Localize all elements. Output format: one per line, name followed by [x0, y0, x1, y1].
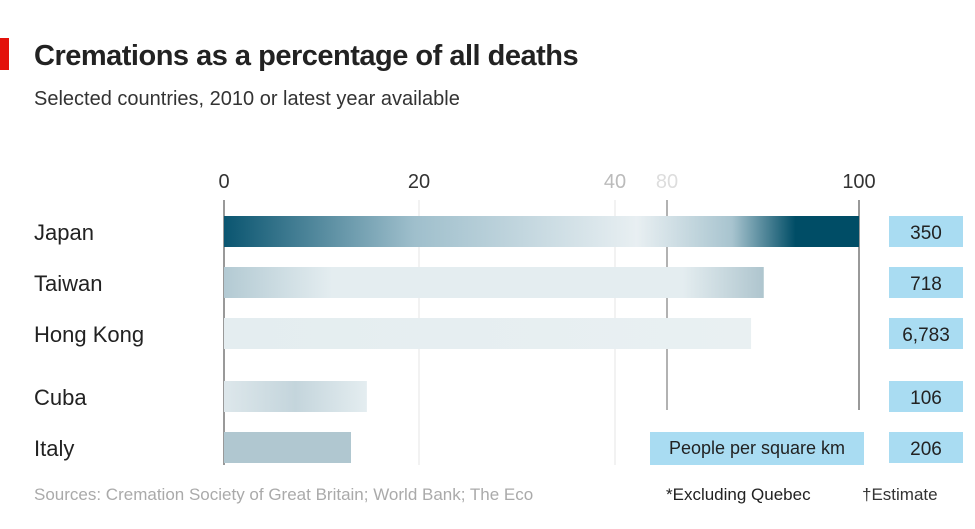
- footnote-estimate: †Estimate: [862, 485, 938, 504]
- chart-subtitle: Selected countries, 2010 or latest year …: [34, 88, 460, 110]
- density-box: [889, 318, 963, 349]
- bar-japan: [224, 216, 859, 247]
- bar-taiwan: [224, 267, 764, 298]
- density-value: 718: [910, 274, 942, 295]
- density-box: [889, 381, 963, 412]
- density-box: [889, 267, 963, 298]
- tick-label: 0: [218, 171, 229, 193]
- bar-italy: [224, 432, 351, 463]
- density-box: [889, 216, 963, 247]
- density-value: 6,783: [902, 325, 950, 346]
- category-label: Hong Kong: [34, 322, 144, 347]
- source-note: Sources: Cremation Society of Great Brit…: [34, 485, 534, 504]
- bar-hong-kong: [224, 318, 752, 349]
- tick-label: 80: [656, 171, 678, 193]
- density-value: 206: [910, 439, 942, 460]
- footnote-quebec: *Excluding Quebec: [662, 485, 811, 505]
- category-label: Taiwan: [34, 271, 102, 296]
- chart-title: Cremations as a percentage of all deaths: [34, 40, 579, 72]
- category-label: Japan: [34, 220, 94, 245]
- bar-cuba: [224, 381, 367, 412]
- tick-label: 40: [604, 171, 626, 193]
- category-label: Cuba: [34, 385, 87, 410]
- brand-tab: [0, 38, 9, 70]
- tick-label: 100: [842, 171, 875, 193]
- tick-label: 20: [408, 171, 430, 193]
- density-value: 106: [910, 388, 942, 409]
- density-value: 350: [910, 223, 942, 244]
- density-box: [889, 432, 963, 463]
- density-label: People per square km: [650, 432, 864, 465]
- category-label: Italy: [34, 436, 74, 461]
